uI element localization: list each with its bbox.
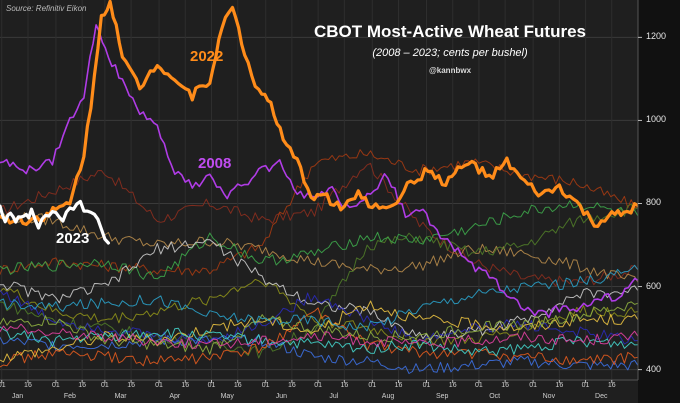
series-line-2021 [0,200,639,280]
series-line-2007 [0,326,639,357]
x-month-label: Aug [381,393,395,400]
background-series [0,149,639,374]
axis-ticks [1,36,642,383]
source-note: Source: Refinitiv Eikon [6,4,87,13]
series-line-2020 [0,264,639,332]
series-line-2013 [0,212,639,283]
chart-subtitle: (2008 – 2023; cents per bushel) [372,47,528,59]
x-tick-label: 16 [127,382,135,389]
x-month-label: Sep [435,393,449,400]
series-line-2023 [0,199,110,245]
author-handle: @kannbwx [428,66,472,75]
x-tick-label: 16 [394,382,403,389]
x-tick-label: 16 [555,382,564,389]
x-month-label: Jan [11,393,24,400]
x-month-label: Jun [275,393,288,400]
y-tick-label: 400 [646,363,662,374]
label-2008: 2008 [198,155,232,172]
x-tick-label: 01 [52,382,60,389]
label-2023: 2023 [56,230,90,247]
x-tick-label: 01 [422,382,431,389]
x-tick-label: 16 [181,382,190,389]
x-tick-label: 16 [24,382,32,389]
series-line-2019 [0,301,639,355]
series-line-2016 [0,334,639,374]
chart-title: CBOT Most-Active Wheat Futures [313,22,587,41]
x-tick-label: 01 [314,382,323,389]
x-tick-label: 01 [0,382,6,389]
x-tick-label: 01 [581,382,590,389]
x-tick-label: 16 [607,382,616,389]
x-month-label: Dec [595,393,608,400]
x-tick-label: 16 [288,382,296,389]
x-tick-label: 01 [261,382,270,389]
x-month-label: May [220,393,234,400]
x-month-label: Nov [542,393,556,400]
x-tick-label: 16 [78,382,87,389]
x-tick-label: 16 [340,382,349,389]
label-2022: 2022 [190,48,224,65]
x-tick-label: 01 [368,382,377,389]
x-month-label: Mar [114,393,127,400]
x-tick-label: 16 [233,382,242,389]
series-line-2017 [0,307,639,368]
x-month-label: Apr [169,393,181,400]
series-line-2014 [0,239,639,342]
x-tick-label: 01 [155,382,163,389]
series-line-2006 [0,323,639,349]
x-tick-label: 16 [448,382,457,389]
y-tick-label: 800 [646,197,662,208]
x-tick-label: 01 [207,382,216,389]
x-tick-label: 01 [529,382,538,389]
x-tick-label: 01 [475,382,483,389]
highlight-series [0,0,640,319]
y-tick-label: 1000 [646,114,667,125]
x-tick-label: 16 [501,382,510,389]
y-axis-panel [638,0,680,403]
y-tick-label: 600 [646,280,662,291]
y-tick-label: 1200 [646,31,667,42]
series-line-2011 [0,162,639,287]
x-month-label: Jul [329,393,339,400]
x-tick-label: 01 [100,382,109,389]
x-month-label: Oct [489,393,501,400]
series-line-2012 [0,149,639,276]
x-month-label: Feb [63,393,76,400]
series-line-2022 [0,0,640,228]
